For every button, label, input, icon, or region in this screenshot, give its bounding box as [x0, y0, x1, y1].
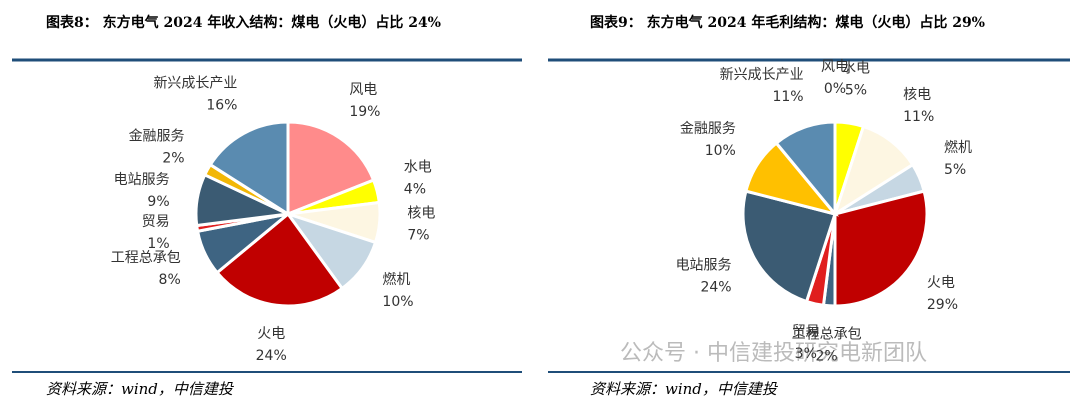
slice-value-label: 7% [407, 228, 429, 244]
slice-value-label: 2% [162, 150, 184, 166]
slice-label: 工程总承包 [111, 250, 181, 266]
slice-value-label: 24% [700, 280, 731, 296]
source: 资料来源：wind，中信建投 [590, 380, 779, 398]
slice-label: 电站服务 [676, 258, 732, 274]
slice-value-label: 19% [349, 104, 380, 120]
slice-value-label: 5% [944, 162, 966, 178]
chart-title: 图表8： 东方电气 2024 年收入结构：煤电（火电）占比 24% [46, 14, 441, 31]
pie-slice [741, 189, 837, 304]
slice-label: 火电 [257, 326, 285, 342]
slice-value-label: 10% [382, 294, 413, 310]
watermark: 公众号 · 中信建投研究电新团队 [620, 341, 927, 366]
slice-label: 贸易 [792, 324, 820, 340]
slice-label: 新兴成长产业 [153, 76, 237, 92]
chart-title: 图表9： 东方电气 2024 年毛利结构：煤电（火电）占比 29% [590, 14, 985, 31]
slice-value-label: 2% [815, 349, 837, 365]
slice-label: 燃机 [382, 271, 410, 288]
slice-label: 水电 [842, 61, 870, 77]
slice-value-label: 0% [824, 81, 846, 97]
slice-value-label: 3% [795, 346, 817, 362]
slice-label: 核电 [407, 206, 435, 222]
slice-label: 水电 [404, 160, 432, 176]
slice-value-label: 5% [845, 83, 867, 99]
slice-value-label: 9% [147, 194, 169, 210]
slice-value-label: 24% [256, 348, 287, 364]
slice-label: 金融服务 [680, 121, 736, 137]
slice-label: 燃机 [944, 139, 972, 156]
slice-value-label: 29% [927, 297, 958, 313]
slice-label: 工程总承包 [792, 327, 862, 343]
slice-label: 风电 [349, 82, 377, 98]
slice-value-label: 8% [159, 272, 181, 288]
pie-slice [774, 120, 837, 219]
slice-value-label: 4% [404, 182, 426, 198]
slice-label: 贸易 [142, 214, 170, 230]
source: 资料来源：wind，中信建投 [46, 380, 235, 398]
slice-value-label: 11% [903, 109, 934, 125]
pie-slice [215, 211, 345, 308]
slice-value-label: 11% [772, 89, 803, 105]
slice-value-label: 1% [147, 236, 169, 252]
slice-value-label: 10% [705, 143, 736, 159]
slice-label: 电站服务 [114, 172, 170, 188]
pie-slice [208, 120, 290, 217]
slice-label: 核电 [903, 87, 931, 103]
pie-slice [833, 189, 929, 308]
slice-value-label: 16% [206, 98, 237, 114]
pie-slice [286, 120, 376, 217]
slice-label: 金融服务 [129, 128, 185, 144]
slice-label: 火电 [927, 275, 955, 291]
slice-label: 新兴成长产业 [720, 67, 804, 83]
slice-label: 风电 [821, 59, 849, 75]
